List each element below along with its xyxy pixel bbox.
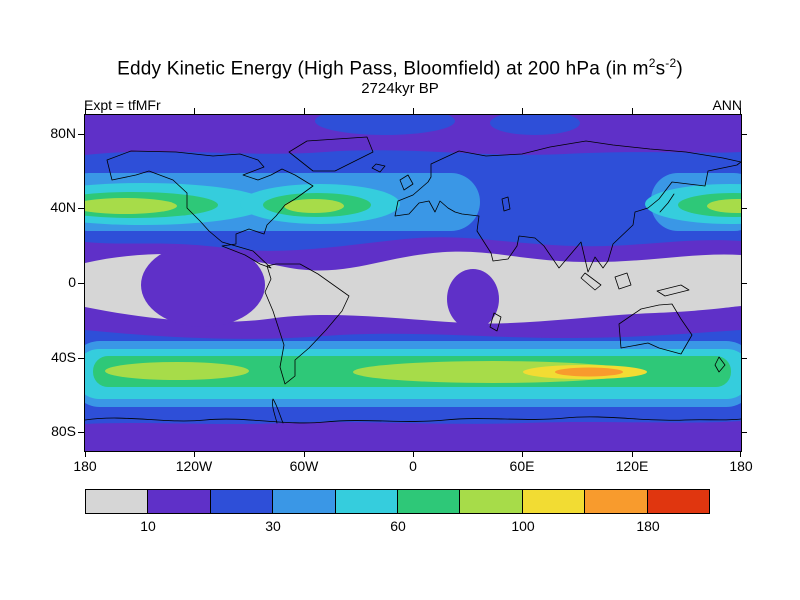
title-superscript-2: 2 xyxy=(648,56,656,70)
axis-tick xyxy=(194,451,195,457)
axis-tick xyxy=(85,451,86,457)
axis-tick xyxy=(741,358,747,359)
lon-label-180e: 180 xyxy=(729,458,753,474)
axis-tick xyxy=(194,108,195,114)
axis-tick xyxy=(740,108,741,114)
axis-tick xyxy=(741,432,747,433)
axis-tick xyxy=(304,108,305,114)
lon-label-60w: 60W xyxy=(289,458,319,474)
colorbar-segment xyxy=(584,489,648,514)
coastlines xyxy=(85,136,741,424)
colorbar-segment xyxy=(397,489,461,514)
colorbar-segment xyxy=(521,489,586,514)
axis-tick xyxy=(632,451,633,457)
lon-label-120e: 120E xyxy=(615,458,649,474)
experiment-label: Expt = tfMFr xyxy=(84,97,161,113)
colorbar-label-180: 180 xyxy=(636,518,660,534)
colorbar-segment xyxy=(272,489,336,514)
colorbar-label-60: 60 xyxy=(390,518,406,534)
colorbar-segment xyxy=(85,489,149,514)
axis-tick xyxy=(413,451,414,457)
axis-tick xyxy=(85,108,86,114)
colorbar-segment xyxy=(459,489,523,514)
plot-title: Eddy Kinetic Energy (High Pass, Bloomfie… xyxy=(0,56,800,80)
axis-tick xyxy=(740,451,741,457)
colorbar-label-30: 30 xyxy=(265,518,281,534)
colorbar-segment xyxy=(209,489,274,514)
axis-tick xyxy=(741,283,747,284)
lat-label-80s: 80S xyxy=(51,423,76,439)
axis-tick xyxy=(522,108,523,114)
colorbar-segment xyxy=(334,489,399,514)
contour-map xyxy=(85,115,741,451)
colorbar-segment xyxy=(147,489,211,514)
lat-label-80n: 80N xyxy=(50,125,76,141)
lon-label-180w: 180 xyxy=(73,458,97,474)
title-unit-s: s xyxy=(655,58,666,80)
lat-label-0: 0 xyxy=(68,274,76,290)
axis-tick xyxy=(632,108,633,114)
axis-tick xyxy=(78,208,84,209)
colorbar-label-10: 10 xyxy=(140,518,156,534)
season-label: ANN xyxy=(712,97,742,113)
axis-tick xyxy=(522,451,523,457)
plot-subtitle: 2724kyr BP xyxy=(361,80,439,97)
title-text: Eddy Kinetic Energy (High Pass, Bloomfie… xyxy=(117,58,649,80)
lat-label-40n: 40N xyxy=(50,199,76,215)
axis-tick xyxy=(741,134,747,135)
lon-label-0: 0 xyxy=(409,458,417,474)
axis-tick xyxy=(78,283,84,284)
axis-tick xyxy=(78,358,84,359)
colorbar-label-100: 100 xyxy=(511,518,535,534)
axis-tick xyxy=(304,451,305,457)
colorbar-segment xyxy=(646,489,711,514)
axis-tick xyxy=(78,134,84,135)
axis-tick xyxy=(741,208,747,209)
title-close-paren: ) xyxy=(676,58,683,80)
axis-tick xyxy=(413,108,414,114)
lon-label-120w: 120W xyxy=(175,458,213,474)
axis-tick xyxy=(78,432,84,433)
lon-label-60e: 60E xyxy=(509,458,535,474)
contour-field xyxy=(85,115,741,451)
map-panel xyxy=(84,114,742,452)
colorbar xyxy=(85,489,711,514)
lat-label-40s: 40S xyxy=(51,349,76,365)
title-superscript-minus2: -2 xyxy=(665,56,677,70)
